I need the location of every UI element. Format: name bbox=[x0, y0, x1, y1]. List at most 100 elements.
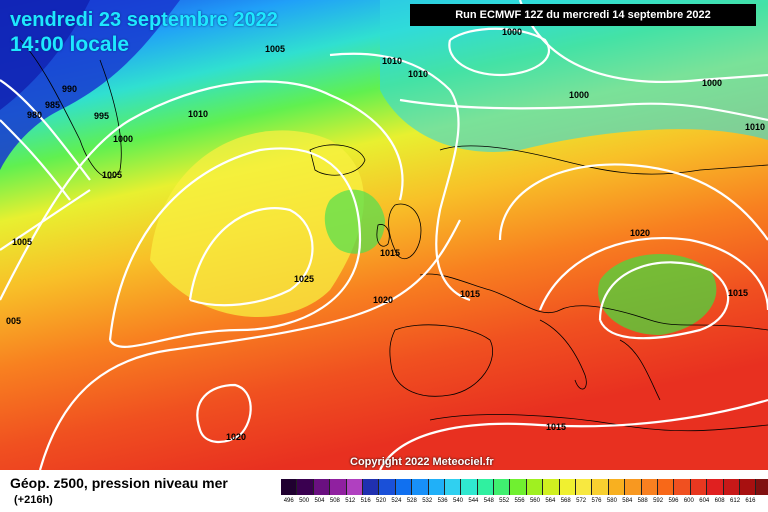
coastlines bbox=[19, 39, 768, 432]
isobar-label: 1005 bbox=[265, 44, 285, 54]
scale-swatch bbox=[526, 479, 544, 495]
scale-value: 548 bbox=[483, 498, 494, 504]
scale-value: 536 bbox=[437, 498, 448, 504]
scale-value: 504 bbox=[314, 498, 325, 504]
scale-swatch bbox=[723, 479, 740, 495]
isobar-label: 1015 bbox=[380, 248, 400, 258]
scale-swatch bbox=[346, 479, 363, 495]
scale-value: 596 bbox=[668, 498, 679, 504]
scale-swatch bbox=[690, 479, 708, 495]
scale-swatch bbox=[674, 479, 691, 495]
scale-swatch bbox=[625, 479, 642, 495]
scale-value: 604 bbox=[699, 498, 710, 504]
scale-swatch bbox=[428, 479, 445, 495]
lead-time: (+216h) bbox=[14, 494, 53, 506]
scale-value: 612 bbox=[730, 498, 741, 504]
isobar-label: 005 bbox=[6, 316, 21, 326]
legend-title: Géop. z500, pression niveau mer bbox=[10, 475, 228, 491]
low-core bbox=[0, 0, 90, 110]
scale-value: 528 bbox=[406, 498, 417, 504]
scale-value: 580 bbox=[606, 498, 617, 504]
color-scale-values: 496 500 504 508 512 516 520 524 528 532 536 540 544 5… bbox=[281, 498, 758, 504]
scale-swatch bbox=[362, 479, 380, 495]
scale-swatch bbox=[559, 479, 577, 495]
isobar-label: 1015 bbox=[728, 288, 748, 298]
scale-value: 516 bbox=[360, 498, 371, 504]
isobar-label: 1010 bbox=[382, 56, 402, 66]
isobar-label: 990 bbox=[62, 84, 77, 94]
run-info: Run ECMWF 12Z du mercredi 14 septembre 2… bbox=[410, 4, 756, 26]
scale-swatch bbox=[412, 479, 429, 495]
isobar-label: 1025 bbox=[294, 274, 314, 284]
scale-swatch bbox=[461, 479, 478, 495]
scale-swatch bbox=[379, 479, 396, 495]
isobar-label: 1005 bbox=[12, 237, 32, 247]
scale-value: 616 bbox=[745, 498, 756, 504]
isobar-label: 985 bbox=[45, 100, 60, 110]
scale-value: 552 bbox=[499, 498, 510, 504]
scale-value: 576 bbox=[591, 498, 602, 504]
scale-swatch bbox=[608, 479, 626, 495]
isobar-label: 1020 bbox=[630, 228, 650, 238]
isobar-label: 1010 bbox=[188, 109, 208, 119]
scale-value: 532 bbox=[422, 498, 433, 504]
isobar-label: 1000 bbox=[502, 27, 522, 37]
scale-value: 500 bbox=[299, 498, 310, 504]
scale-value: 508 bbox=[329, 498, 340, 504]
scale-value: 568 bbox=[560, 498, 571, 504]
green-trough bbox=[324, 189, 385, 254]
scale-swatch bbox=[543, 479, 560, 495]
scale-value: 496 bbox=[283, 498, 294, 504]
isobar-label: 1020 bbox=[373, 295, 393, 305]
isobar-label: 1015 bbox=[546, 422, 566, 432]
scale-value: 544 bbox=[468, 498, 479, 504]
scale-swatch bbox=[330, 479, 347, 495]
high-ridge bbox=[150, 130, 364, 318]
scale-value: 556 bbox=[514, 498, 525, 504]
isobar-label: 1015 bbox=[460, 289, 480, 299]
isobar-label: 1000 bbox=[569, 90, 589, 100]
scale-swatch bbox=[592, 479, 609, 495]
scale-swatch bbox=[297, 479, 314, 495]
scale-swatch bbox=[657, 479, 675, 495]
color-scale bbox=[281, 479, 768, 495]
scale-swatch bbox=[477, 479, 495, 495]
isobar-label: 995 bbox=[94, 111, 109, 121]
scale-swatch bbox=[313, 479, 331, 495]
isobar-lines bbox=[0, 0, 768, 470]
scale-swatch bbox=[444, 479, 462, 495]
scale-swatch bbox=[281, 479, 298, 495]
scale-swatch bbox=[576, 479, 593, 495]
copyright: Copyright 2022 Meteociel.fr bbox=[350, 456, 494, 468]
scale-swatch bbox=[707, 479, 724, 495]
scale-value: 520 bbox=[376, 498, 387, 504]
legend-bar: Géop. z500, pression niveau mer (+216h) … bbox=[0, 470, 768, 512]
valid-date: vendredi 23 septembre 2022 bbox=[10, 9, 278, 31]
isobar-label: 1000 bbox=[113, 134, 133, 144]
scale-value: 540 bbox=[452, 498, 463, 504]
scale-swatch bbox=[510, 479, 527, 495]
scale-value: 608 bbox=[714, 498, 725, 504]
scale-swatch bbox=[494, 479, 511, 495]
local-time: 14:00 locale bbox=[10, 33, 130, 56]
scale-value: 560 bbox=[529, 498, 540, 504]
isobar-label: 1010 bbox=[745, 122, 765, 132]
isobar-label: 980 bbox=[27, 110, 42, 120]
isobar-label: 1005 bbox=[102, 170, 122, 180]
scale-value: 588 bbox=[637, 498, 648, 504]
scale-swatch bbox=[739, 479, 757, 495]
isobar-label: 1010 bbox=[408, 69, 428, 79]
scale-swatch bbox=[395, 479, 413, 495]
scale-value: 524 bbox=[391, 498, 402, 504]
scale-swatch bbox=[641, 479, 658, 495]
scale-value: 572 bbox=[576, 498, 587, 504]
scale-swatch bbox=[756, 479, 768, 495]
scale-value: 564 bbox=[545, 498, 556, 504]
scale-value: 592 bbox=[653, 498, 664, 504]
green-centre-europe bbox=[598, 253, 717, 335]
scale-value: 584 bbox=[622, 498, 633, 504]
cyan-north bbox=[380, 0, 768, 152]
